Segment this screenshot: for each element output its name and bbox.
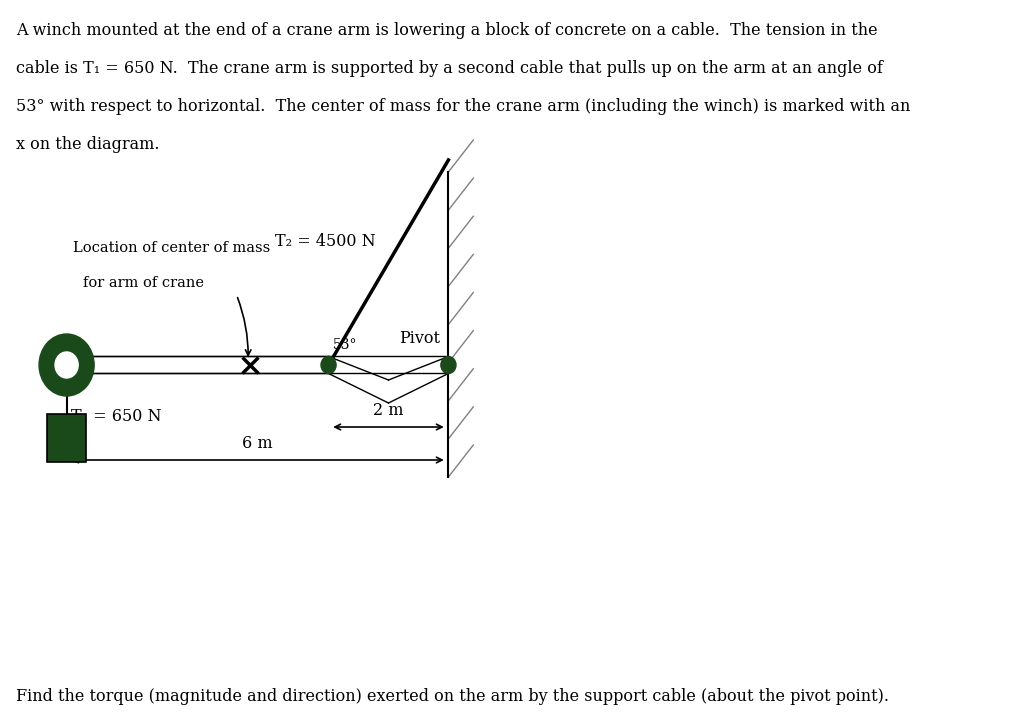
Circle shape — [39, 334, 94, 396]
Text: x on the diagram.: x on the diagram. — [16, 136, 160, 153]
Text: 6 m: 6 m — [243, 435, 272, 452]
Text: T₂ = 4500 N: T₂ = 4500 N — [274, 233, 375, 251]
Text: 53°: 53° — [333, 338, 357, 352]
Circle shape — [441, 356, 456, 374]
Text: 2 m: 2 m — [373, 402, 403, 419]
Text: Find the torque (magnitude and direction) exerted on the arm by the support cabl: Find the torque (magnitude and direction… — [16, 688, 889, 705]
Text: cable is T₁ = 650 N.  The crane arm is supported by a second cable that pulls up: cable is T₁ = 650 N. The crane arm is su… — [16, 60, 883, 77]
Circle shape — [321, 356, 336, 374]
Text: Location of center of mass: Location of center of mass — [73, 241, 270, 255]
Text: 53° with respect to horizontal.  The center of mass for the crane arm (including: 53° with respect to horizontal. The cent… — [16, 98, 910, 115]
Text: Pivot: Pivot — [399, 330, 440, 347]
Text: A winch mounted at the end of a crane arm is lowering a block of concrete on a c: A winch mounted at the end of a crane ar… — [16, 22, 878, 39]
Circle shape — [55, 352, 78, 378]
Bar — [47, 414, 86, 462]
Text: T₁ = 650 N: T₁ = 650 N — [71, 409, 162, 425]
Text: for arm of crane: for arm of crane — [84, 276, 205, 290]
